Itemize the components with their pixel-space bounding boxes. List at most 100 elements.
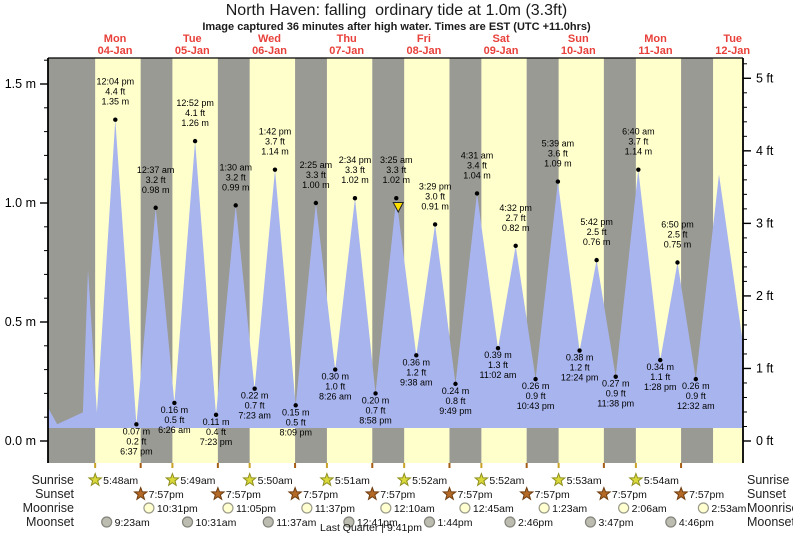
moonrise-circle-icon: [380, 502, 392, 514]
high-tide-annotation: 2.5 ft: [587, 227, 608, 237]
row-label-sunrise-left: Sunrise: [32, 473, 74, 487]
high-tide-annotation: 0.98 m: [142, 185, 170, 195]
low-tide-dot: [414, 353, 419, 358]
sunrise-star-icon: [319, 472, 335, 487]
sunset-star-icon: [287, 486, 303, 501]
high-tide-annotation: 1:42 pm: [259, 127, 292, 137]
high-tide-annotation: 3.7 ft: [265, 137, 286, 147]
sunrise-star-icon: [164, 472, 180, 487]
day-label-weekday: Tue: [183, 33, 202, 45]
right-axis-label: 2 ft: [756, 289, 774, 303]
sunrise-time: 5:51am: [335, 475, 370, 487]
moonset-circle-icon: [101, 516, 113, 528]
sunrise-star-icon: [550, 472, 567, 487]
high-tide-annotation: 3.2 ft: [146, 175, 167, 185]
sunset-time: 7:57pm: [612, 489, 647, 501]
high-tide-annotation: 12:04 pm: [97, 77, 135, 87]
low-tide-annotation: 9:49 pm: [439, 406, 472, 416]
low-tide-annotation: 0.8 ft: [445, 396, 466, 406]
high-tide-annotation: 0.99 m: [222, 182, 250, 192]
high-tide-dot: [313, 200, 319, 206]
moonrise-time: 2:53am: [711, 503, 746, 515]
high-tide-annotation: 3.3 ft: [306, 170, 327, 180]
moon-phase-footer: Last Quarter | 9:41pm: [320, 522, 422, 534]
low-tide-annotation: 9:38 am: [400, 377, 433, 387]
high-tide-annotation: 3.6 ft: [548, 149, 569, 159]
sunrise-star-icon: [87, 472, 103, 487]
day-label-weekday: Sun: [568, 33, 589, 45]
moonrise-circle-icon: [538, 502, 550, 514]
high-tide-annotation: 4.4 ft: [105, 87, 126, 97]
low-tide-annotation: 0.4 ft: [206, 427, 227, 437]
high-tide-annotation: 4:31 am: [461, 150, 494, 160]
low-tide-annotation: 6:26 am: [158, 425, 191, 435]
low-tide-annotation: 10:43 pm: [517, 401, 555, 411]
day-label-date: 09-Jan: [484, 45, 519, 57]
low-tide-annotation: 0.15 m: [282, 407, 310, 417]
moonrise-time: 11:05pm: [236, 503, 276, 515]
high-tide-annotation: 3.3 ft: [386, 165, 407, 175]
chart-title: North Haven: falling ordinary tide at 1.…: [225, 2, 568, 19]
low-tide-annotation: 12:32 am: [677, 401, 715, 411]
low-tide-annotation: 0.9 ft: [686, 391, 707, 401]
low-tide-dot: [577, 348, 582, 353]
low-tide-annotation: 0.26 m: [682, 381, 710, 391]
high-tide-dot: [192, 138, 198, 144]
high-tide-dot: [555, 179, 561, 184]
sunset-star-icon: [441, 486, 458, 501]
high-tide-annotation: 1.00 m: [302, 180, 330, 190]
sunset-star-icon: [133, 486, 149, 501]
high-tide-annotation: 3.2 ft: [226, 172, 247, 182]
moonrise-time: 10:31pm: [157, 503, 198, 515]
high-tide-dot: [272, 167, 278, 172]
left-axis-label: 1.0 m: [5, 196, 36, 210]
low-tide-dot: [172, 400, 177, 406]
sunset-tick: [371, 463, 374, 468]
high-tide-annotation: 3.3 ft: [345, 165, 366, 175]
row-label-moonset-right: Moonset: [747, 515, 793, 529]
sunset-tick: [294, 463, 297, 468]
day-label-weekday: Wed: [258, 33, 281, 45]
sunrise-tick: [557, 463, 560, 468]
low-tide-dot: [658, 357, 663, 363]
day-label-weekday: Tue: [723, 33, 742, 45]
sunrise-tick: [248, 463, 251, 468]
moonrise-circle-icon: [618, 502, 630, 514]
low-tide-annotation: 0.2 ft: [126, 436, 147, 446]
sunrise-star-icon: [473, 472, 490, 487]
sunrise-time: 5:48am: [103, 475, 138, 487]
low-tide-dot: [693, 376, 699, 382]
row-label-moonset-left: Moonset: [26, 515, 74, 529]
high-tide-annotation: 5:42 pm: [580, 217, 613, 227]
left-axis-label: 1.5 m: [5, 77, 36, 91]
sunrise-time: 5:52am: [489, 475, 524, 487]
low-tide-annotation: 1.0 ft: [325, 382, 346, 392]
day-label-weekday: Mon: [104, 33, 127, 45]
moonrise-time: 1:23am: [552, 503, 587, 515]
high-tide-annotation: 3.0 ft: [425, 191, 446, 201]
high-tide-dot: [432, 222, 438, 227]
low-tide-annotation: 8:09 pm: [279, 427, 312, 437]
high-tide-annotation: 2:25 am: [300, 160, 333, 170]
day-label-date: 05-Jan: [175, 45, 210, 57]
high-tide-annotation: 1:30 am: [219, 162, 252, 172]
day-label-weekday: Mon: [644, 33, 667, 45]
high-tide-annotation: 1.04 m: [463, 170, 491, 180]
moonrise-circle-icon: [222, 502, 234, 514]
moonset-time: 11:37am: [276, 517, 316, 529]
moonrise-circle-icon: [301, 502, 313, 514]
moonset-time: 1:44pm: [437, 517, 472, 529]
high-tide-dot: [113, 117, 118, 122]
high-tide-dot: [352, 196, 358, 201]
sunrise-tick: [480, 463, 483, 468]
low-tide-annotation: 7:23 pm: [200, 437, 233, 447]
moonrise-circle-icon: [697, 502, 709, 514]
moonrise-time: 12:45am: [473, 503, 514, 515]
high-tide-dot: [474, 191, 480, 196]
low-tide-dot: [613, 374, 618, 379]
high-tide-annotation: 1.02 m: [383, 175, 411, 185]
moonset-circle-icon: [665, 516, 677, 528]
low-tide-annotation: 0.38 m: [566, 353, 594, 363]
sunset-tick: [448, 463, 451, 468]
